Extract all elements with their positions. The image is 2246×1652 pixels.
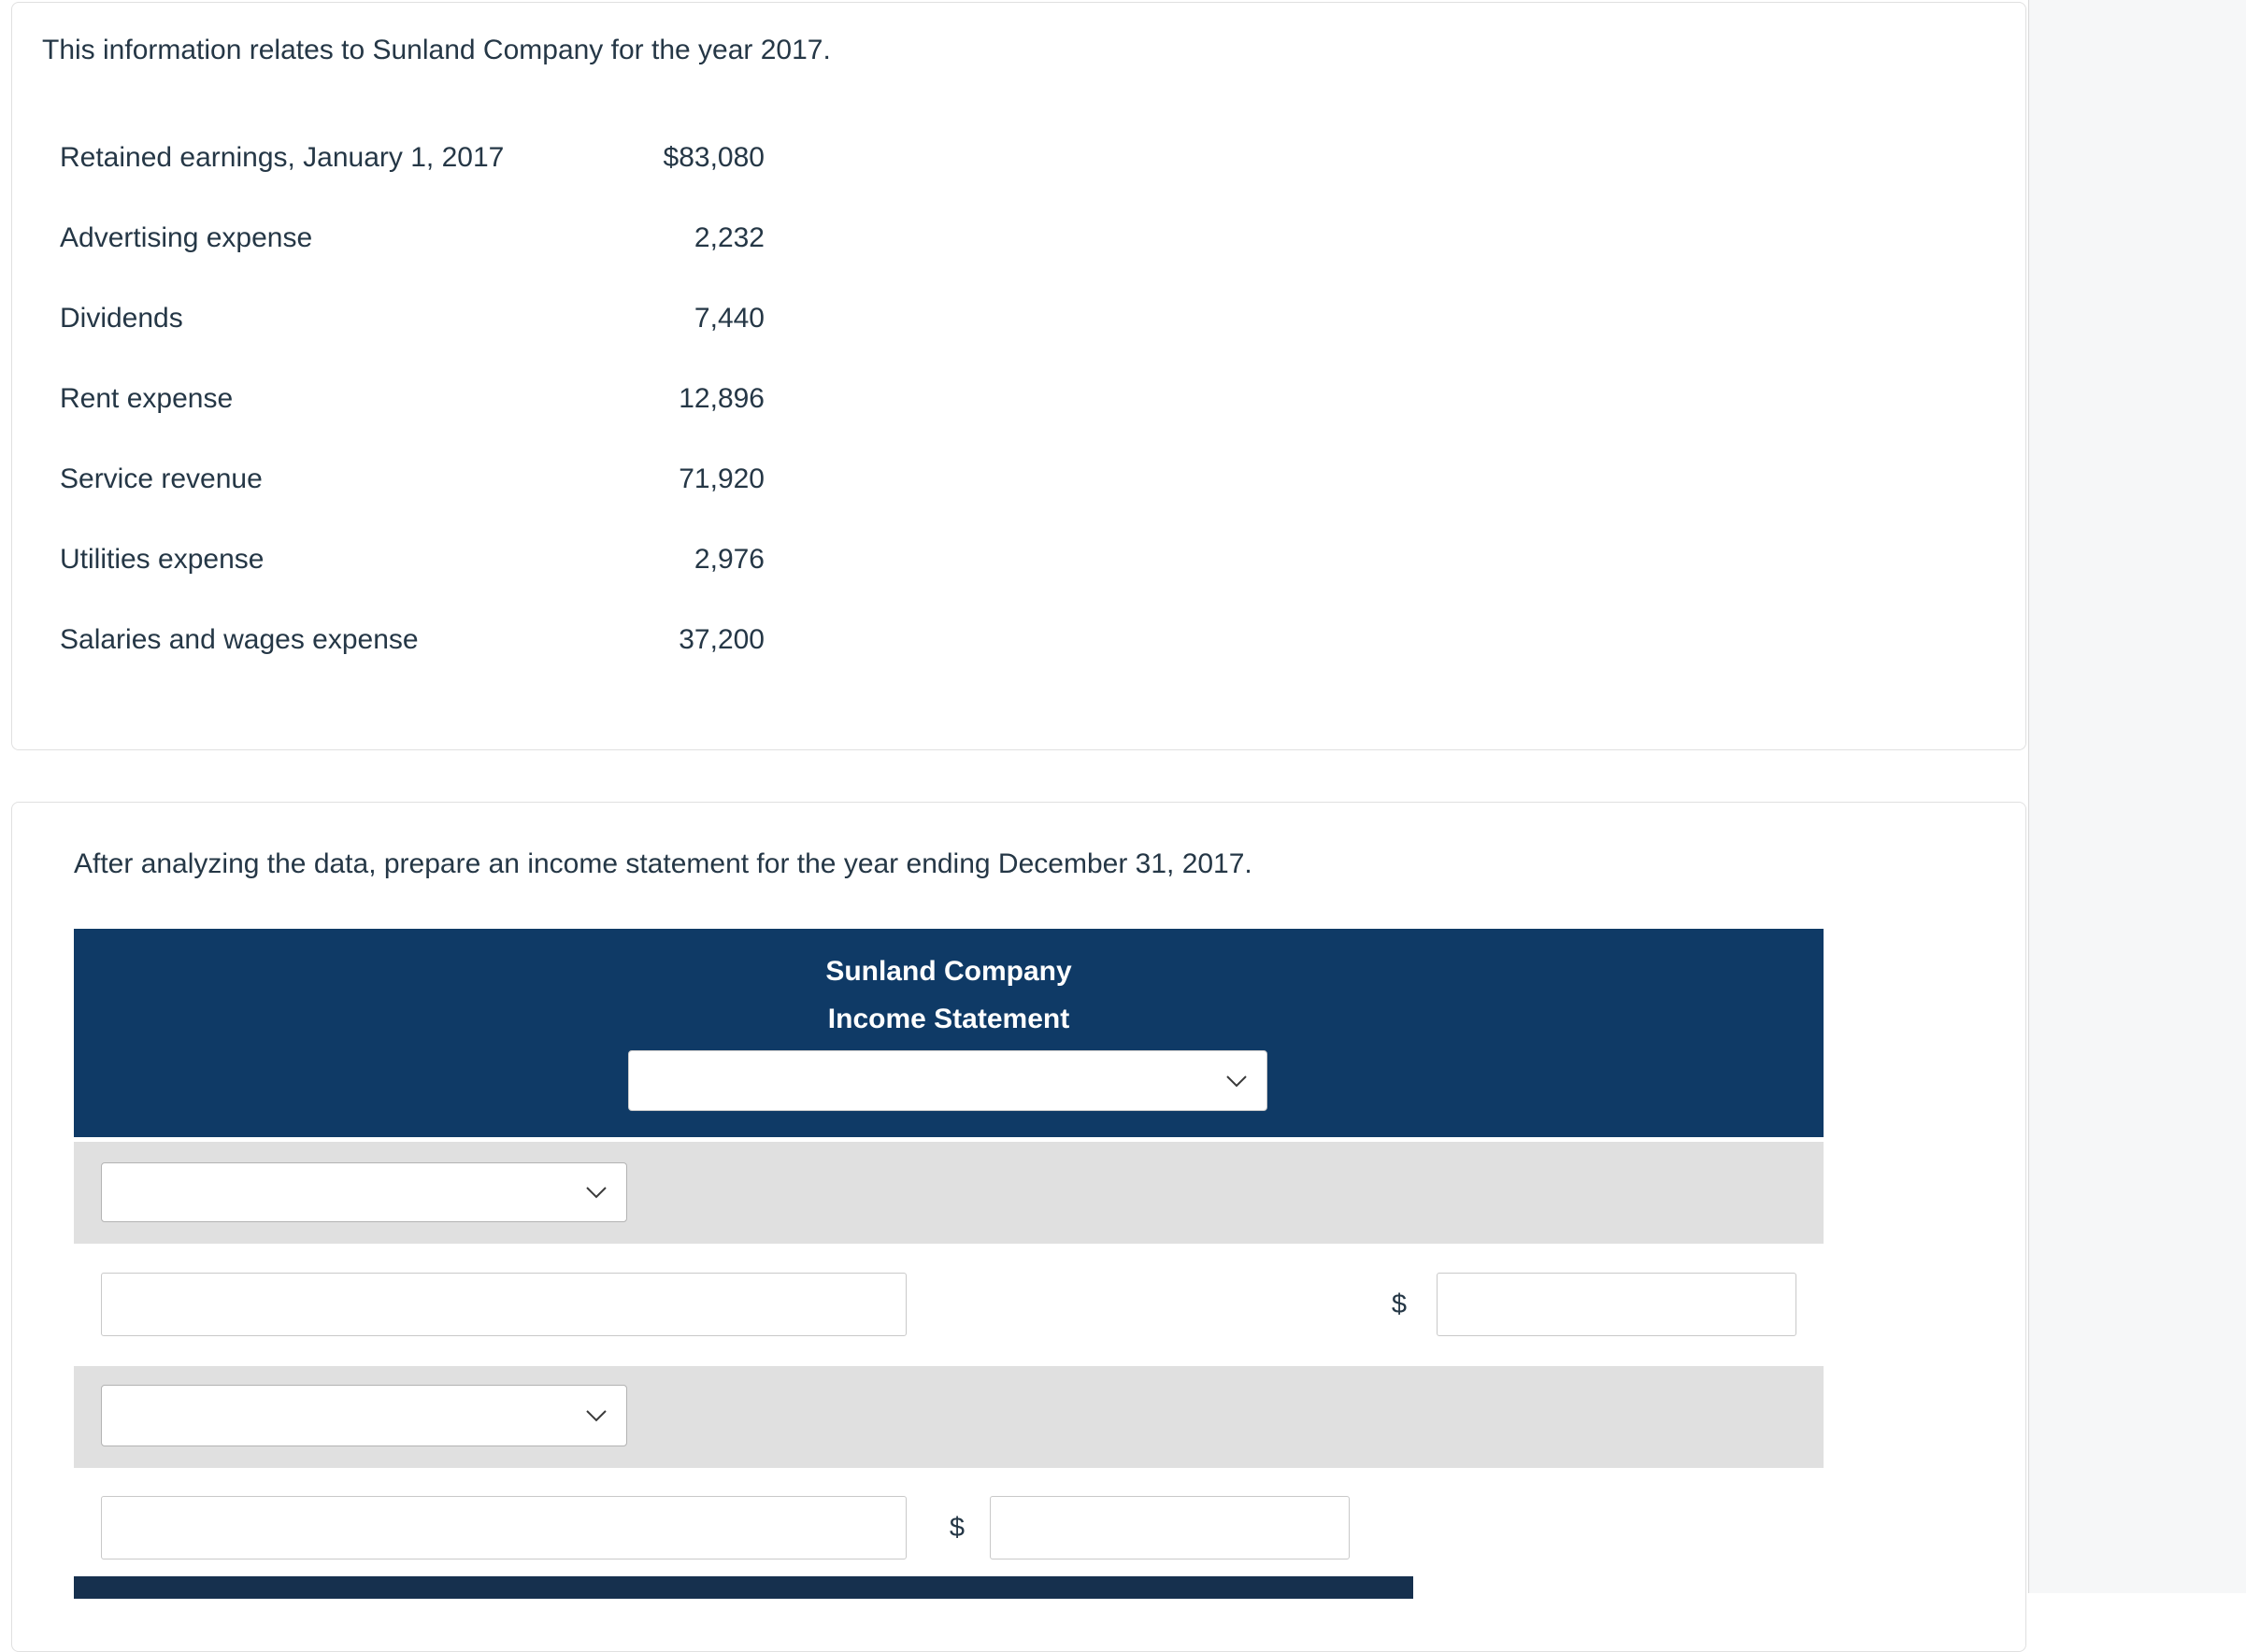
right-panel [2028,0,2246,1593]
info-row-value: 71,920 [679,463,765,494]
account-input-1[interactable] [101,1273,907,1336]
info-row-value: 37,200 [679,624,765,655]
task-card: After analyzing the data, prepare an inc… [11,802,2026,1652]
info-title: This information relates to Sunland Comp… [42,35,831,65]
currency-symbol: $ [1391,1289,1408,1319]
info-table: Retained earnings, January 1, 2017 $83,0… [60,118,765,680]
amount-input-1[interactable] [1437,1273,1796,1336]
income-statement-form: Sunland Company Income Statement $ $ [74,929,1824,1599]
period-select[interactable] [628,1050,1267,1111]
info-row-label: Dividends [60,303,183,334]
statement-title: Income Statement [827,1004,1070,1034]
info-row-label: Service revenue [60,463,263,494]
section-select-1[interactable] [101,1162,627,1222]
info-row-label: Retained earnings, January 1, 2017 [60,142,505,173]
info-row-label: Utilities expense [60,544,265,575]
task-prompt: After analyzing the data, prepare an inc… [74,848,1252,879]
statement-header: Sunland Company Income Statement [74,929,1824,1137]
info-row-label: Rent expense [60,383,234,414]
info-card: This information relates to Sunland Comp… [11,2,2026,750]
info-row: Salaries and wages expense 37,200 [60,600,765,680]
info-row: Retained earnings, January 1, 2017 $83,0… [60,118,765,198]
account-input-2[interactable] [101,1496,907,1559]
amount-input-2[interactable] [990,1496,1350,1559]
info-row: Utilities expense 2,976 [60,520,765,600]
chevron-down-icon [585,1186,608,1199]
statement-company: Sunland Company [825,956,1072,987]
info-row: Advertising expense 2,232 [60,198,765,278]
info-row-value: 7,440 [694,303,765,334]
info-row: Service revenue 71,920 [60,439,765,520]
section-select-2[interactable] [101,1385,627,1446]
info-row-value: 12,896 [679,383,765,414]
currency-symbol: $ [949,1512,966,1543]
chevron-down-icon [585,1409,608,1422]
info-row: Dividends 7,440 [60,278,765,359]
info-row-value: 2,232 [694,222,765,253]
info-row-value: $83,080 [663,142,765,173]
info-row-label: Salaries and wages expense [60,624,419,655]
chevron-down-icon [1225,1075,1248,1088]
info-row: Rent expense 12,896 [60,359,765,439]
partially-visible-next-row [74,1576,1413,1599]
info-row-value: 2,976 [694,544,765,575]
info-row-label: Advertising expense [60,222,313,253]
